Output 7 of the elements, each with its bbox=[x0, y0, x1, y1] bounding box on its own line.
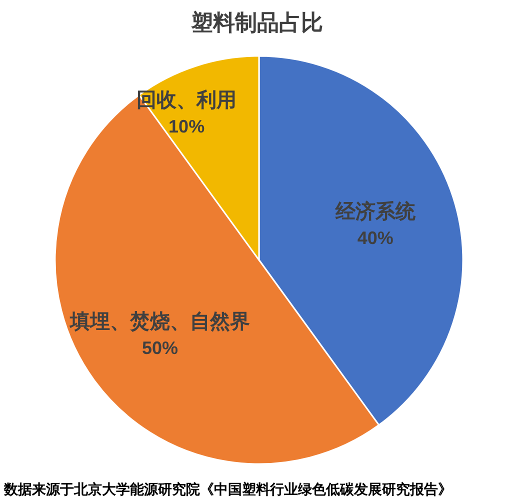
chart-title: 塑料制品占比 bbox=[190, 10, 323, 35]
slice-label: 填埋、焚烧、自然界 bbox=[68, 310, 250, 333]
data-label: 10% bbox=[168, 116, 205, 136]
data-label: 40% bbox=[357, 228, 394, 248]
data-label: 50% bbox=[142, 338, 178, 358]
slice-label: 经济系统 bbox=[334, 200, 416, 224]
text: 数据来源于北京大学能源研究院《中国塑料行业绿色低碳发展研究报告》 bbox=[3, 481, 452, 497]
